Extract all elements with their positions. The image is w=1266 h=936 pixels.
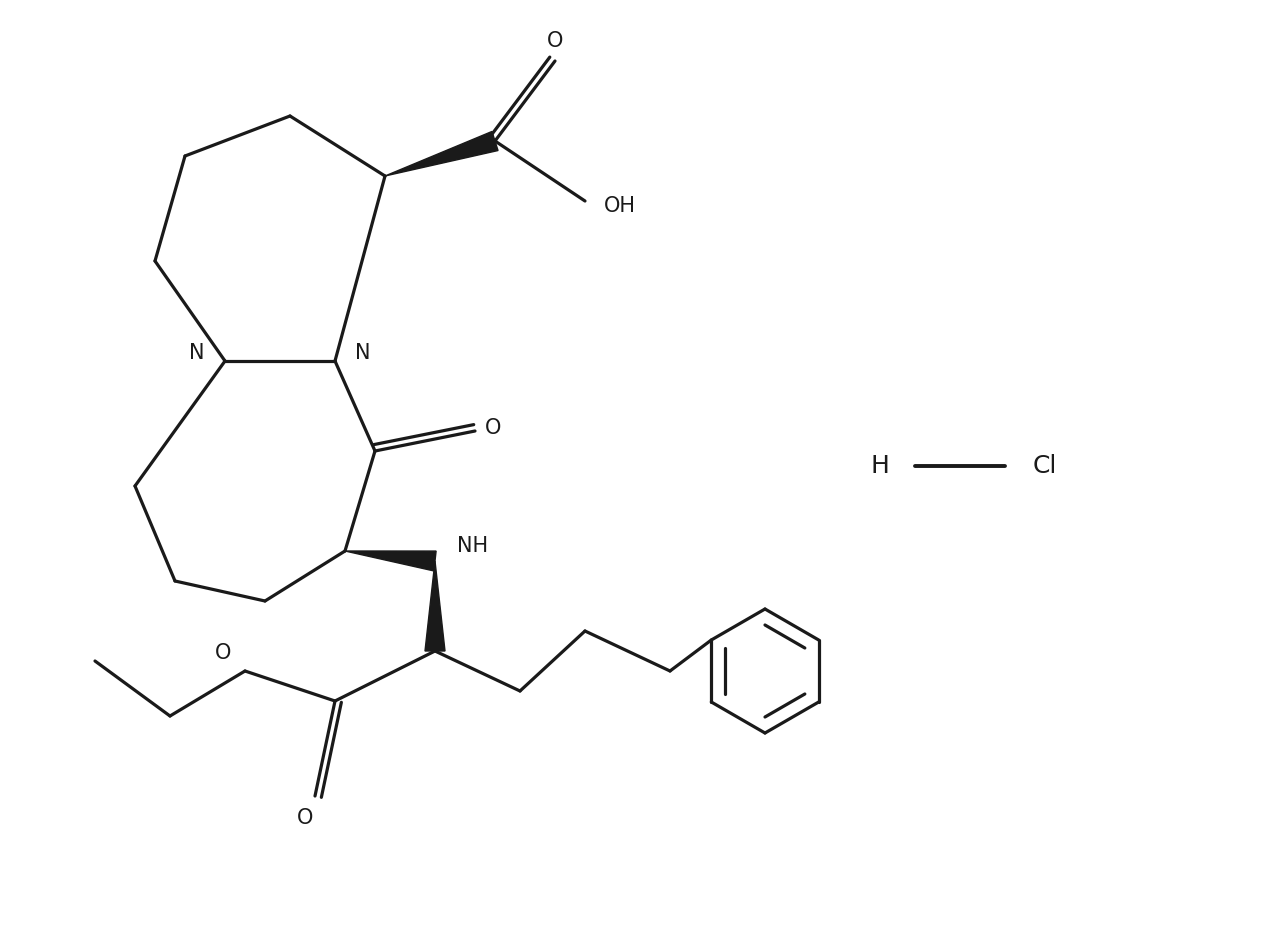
Text: O: O — [547, 31, 563, 51]
Polygon shape — [385, 131, 498, 176]
Text: OH: OH — [604, 196, 636, 216]
Text: N: N — [356, 343, 371, 363]
Text: O: O — [296, 808, 313, 828]
Text: O: O — [485, 418, 501, 438]
Text: O: O — [215, 643, 232, 663]
Text: H: H — [871, 454, 890, 478]
Text: Cl: Cl — [1033, 454, 1057, 478]
Text: N: N — [189, 343, 205, 363]
Polygon shape — [346, 551, 436, 571]
Polygon shape — [425, 561, 446, 651]
Text: NH: NH — [457, 536, 489, 556]
